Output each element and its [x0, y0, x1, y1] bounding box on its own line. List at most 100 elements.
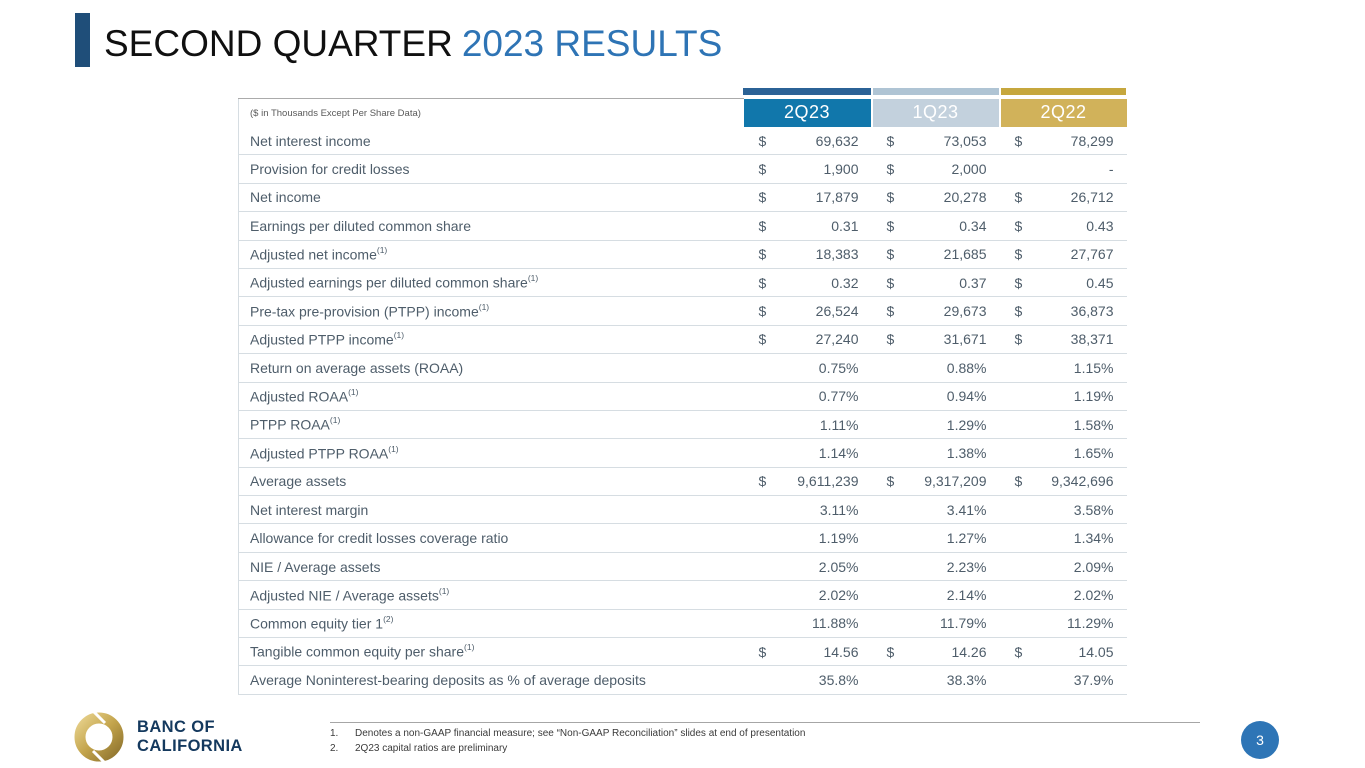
footnotes: 1. Denotes a non-GAAP financial measure;… — [330, 722, 1200, 758]
table-row: Adjusted earnings per diluted common sha… — [238, 268, 1127, 298]
value-text: 0.32 — [831, 274, 859, 291]
value-text: 1.15% — [1073, 359, 1114, 376]
table-row: Allowance for credit losses coverage rat… — [238, 523, 1127, 553]
stripe-2q23 — [743, 88, 871, 95]
row-value: 1.34% — [999, 523, 1127, 553]
row-label: Net income — [238, 183, 744, 213]
row-value: $9,317,209 — [871, 467, 1000, 497]
row-label: Tangible common equity per share(1) — [238, 637, 744, 667]
value-text: 29,673 — [943, 303, 987, 320]
value-text: 1.27% — [946, 530, 987, 547]
row-value: $9,342,696 — [999, 467, 1127, 497]
footnote-marker: (1) — [329, 415, 341, 426]
row-value: $18,383 — [743, 240, 872, 269]
row-label: Net interest income — [238, 127, 744, 156]
value-text: 11.88% — [812, 615, 859, 632]
value-text: 14.56 — [823, 643, 859, 660]
table-row: Net interest margin 3.11% 3.41% 3.58% — [238, 495, 1127, 525]
value-text: 0.45 — [1086, 274, 1114, 291]
value-text: 38,371 — [1070, 331, 1114, 348]
value-text: 1.14% — [818, 444, 859, 461]
row-value: 2.14% — [871, 580, 1000, 610]
table-row: Adjusted PTPP ROAA(1) 1.14% 1.38% 1.65% — [238, 438, 1127, 468]
dollar-sign: $ — [886, 331, 895, 348]
value-text: 9,342,696 — [1051, 473, 1114, 490]
row-label: Adjusted PTPP income(1) — [238, 325, 744, 355]
value-text: 31,671 — [943, 331, 987, 348]
table-row: Pre-tax pre-provision (PTPP) income(1) $2… — [238, 296, 1127, 326]
value-text: 37.9% — [1073, 672, 1114, 689]
value-text: 35.8% — [818, 672, 859, 689]
row-value: 1.19% — [743, 523, 872, 553]
value-text: 11.29% — [1067, 615, 1114, 632]
dollar-sign: $ — [758, 643, 767, 660]
row-value: $9,611,239 — [743, 467, 872, 497]
row-value: $14.05 — [999, 637, 1127, 667]
row-value: $0.43 — [999, 211, 1127, 241]
table-row: Earnings per diluted common share $0.31 $0… — [238, 211, 1127, 241]
value-text: 2.23% — [946, 558, 987, 575]
table-row: Adjusted ROAA(1) 0.77% 0.94% 1.19% — [238, 382, 1127, 411]
row-value: 11.88% — [743, 609, 872, 639]
value-text: 2.09% — [1073, 558, 1114, 575]
footnote-marker: (1) — [527, 273, 539, 284]
dollar-sign: $ — [758, 331, 767, 348]
value-text: 78,299 — [1070, 132, 1114, 149]
stripe-2q22 — [1001, 88, 1126, 95]
value-text: 38.3% — [946, 672, 987, 689]
title-accent: 2023 RESULTS — [461, 23, 723, 64]
footnote-marker: (1) — [376, 244, 388, 255]
banc-of-california-logo: BANC OF CALIFORNIA — [74, 712, 243, 762]
row-value: 11.79% — [871, 609, 1000, 639]
dollar-sign: $ — [758, 246, 767, 263]
row-value: $78,299 — [999, 127, 1127, 156]
logo-line1: BANC OF — [137, 717, 215, 736]
value-text: 0.88% — [946, 359, 987, 376]
row-label: Provision for credit losses — [238, 154, 744, 184]
row-value: $20,278 — [871, 183, 1000, 213]
row-value: 3.41% — [871, 495, 1000, 525]
footnote-marker: (1) — [348, 386, 359, 397]
logo-ring-icon — [74, 712, 124, 762]
table-row: NIE / Average assets 2.05% 2.23% 2.09% — [238, 552, 1127, 582]
row-value: $21,685 — [871, 240, 1000, 269]
row-label: Average Noninterest-bearing deposits as … — [238, 665, 744, 695]
row-value: $26,712 — [999, 183, 1127, 213]
column-header-1q23: 1Q23 — [870, 98, 1000, 127]
dollar-sign: $ — [886, 303, 895, 320]
row-value: - — [999, 154, 1127, 184]
value-text: 0.31 — [831, 217, 859, 234]
footnote-marker: (1) — [388, 443, 399, 454]
row-label: Net interest margin — [238, 495, 744, 525]
column-header-2q22: 2Q22 — [998, 98, 1127, 127]
value-text: 69,632 — [815, 132, 859, 149]
row-label: PTPP ROAA(1) — [238, 410, 744, 440]
table-row: Adjusted PTPP income(1) $27,240 $31,671 $38… — [238, 325, 1127, 355]
row-value: $27,767 — [999, 240, 1127, 269]
row-value: $14.56 — [743, 637, 872, 667]
row-value: $0.37 — [871, 268, 1000, 298]
dollar-sign: $ — [1014, 132, 1023, 149]
table-row: Average Noninterest-bearing deposits as … — [238, 665, 1127, 695]
row-value: 0.88% — [871, 353, 1000, 383]
dollar-sign: $ — [758, 473, 767, 490]
value-text: 36,873 — [1070, 303, 1114, 320]
title-main: SECOND QUARTER — [104, 23, 453, 64]
row-value: 1.19% — [999, 382, 1127, 411]
value-text: 9,317,209 — [924, 473, 987, 490]
page-number-badge: 3 — [1241, 721, 1279, 759]
dollar-sign: $ — [886, 473, 895, 490]
stripe-1q23 — [873, 88, 999, 95]
row-value: 1.38% — [871, 438, 1000, 468]
table-row: Provision for credit losses $1,900 $2,000- — [238, 154, 1127, 184]
table-row: Net income $17,879 $20,278 $26,712 — [238, 183, 1127, 213]
row-label: Common equity tier 1(2) — [238, 609, 744, 639]
value-text: 1.11% — [819, 416, 859, 433]
value-text: 20,278 — [943, 189, 987, 206]
footnote-marker: (1) — [438, 585, 450, 596]
row-value: $73,053 — [871, 127, 1000, 156]
table-row: Tangible common equity per share(1) $14.5… — [238, 637, 1127, 667]
logo-line2: CALIFORNIA — [137, 737, 243, 755]
dollar-sign: $ — [886, 246, 895, 263]
row-value: 1.29% — [871, 410, 1000, 440]
